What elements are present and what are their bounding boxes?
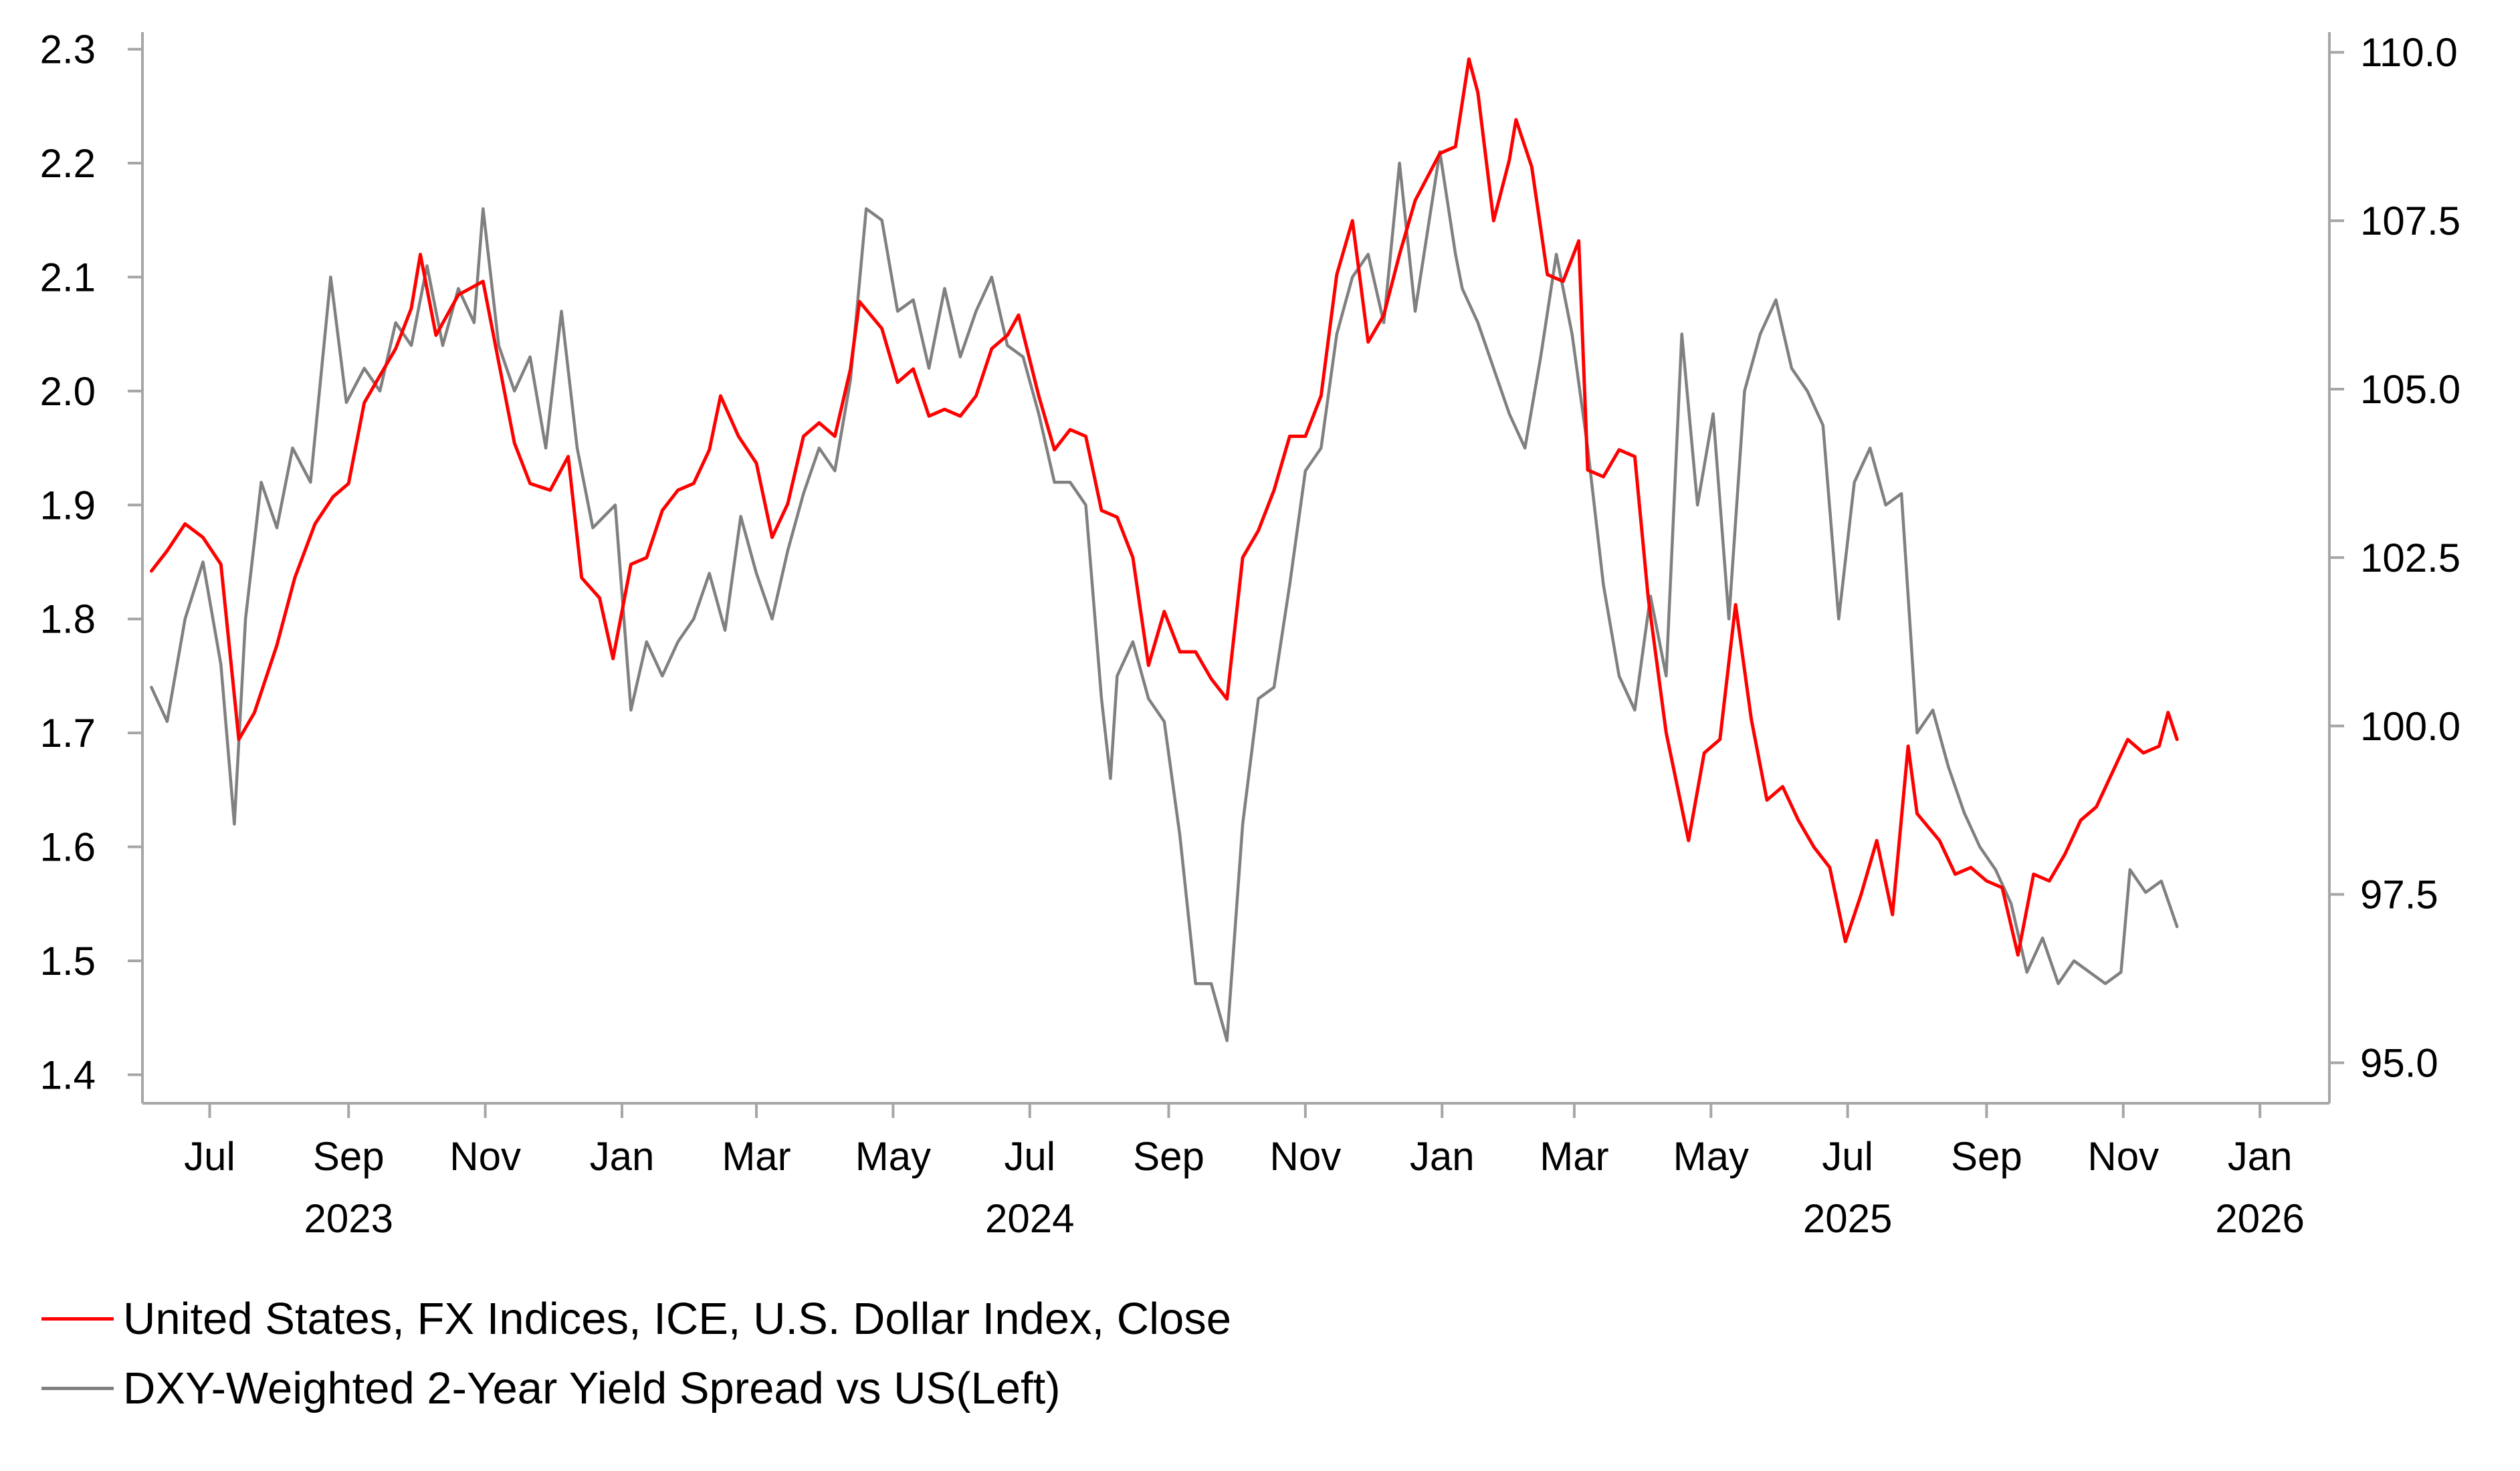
y-left-tick-label: 1.7 bbox=[40, 711, 96, 756]
x-tick-label: Nov bbox=[2087, 1134, 2159, 1179]
y-right-tick-label: 97.5 bbox=[2360, 873, 2438, 917]
legend-label-yield-spread: DXY-Weighted 2-Year Yield Spread vs US(L… bbox=[123, 1363, 1061, 1413]
x-tick-label: Jul bbox=[1004, 1134, 1055, 1179]
y-left-tick-label: 1.4 bbox=[40, 1052, 96, 1097]
y-left-tick-label: 2.0 bbox=[40, 369, 96, 414]
x-year-label: 2026 bbox=[2215, 1196, 2304, 1241]
x-year-label: 2023 bbox=[304, 1196, 393, 1241]
y-left-tick-label: 1.8 bbox=[40, 597, 96, 642]
x-tick-label: Mar bbox=[722, 1134, 791, 1179]
x-tick-label: Jan bbox=[2228, 1134, 2293, 1179]
legend-label-usd-index: United States, FX Indices, ICE, U.S. Dol… bbox=[123, 1293, 1232, 1344]
x-tick-label: May bbox=[1673, 1134, 1749, 1179]
series-layer bbox=[149, 57, 2179, 1042]
x-tick-label: Jul bbox=[1822, 1134, 1873, 1179]
legend-swatch-gray bbox=[41, 1386, 114, 1390]
x-tick-label: Jul bbox=[184, 1134, 235, 1179]
chart-canvas: 1.4 1.5 1.6 1.7 1.8 1.9 2.0 2.1 2.2 2.3 95.0 97.5 10… bbox=[40, 27, 2461, 1241]
y-right-tick-label: 95.0 bbox=[2360, 1041, 2438, 1086]
legend-item-yield-spread: DXY-Weighted 2-Year Yield Spread vs US(L… bbox=[41, 1353, 1231, 1423]
y-right-tick-label: 102.5 bbox=[2360, 536, 2460, 580]
y-right-tick-label: 105.0 bbox=[2360, 367, 2460, 412]
y-left-tick-label: 2.3 bbox=[40, 27, 96, 72]
x-tick-label: Sep bbox=[1951, 1134, 2022, 1179]
legend-item-usd-index: United States, FX Indices, ICE, U.S. Dol… bbox=[41, 1284, 1231, 1353]
y-right-tick-label: 110.0 bbox=[2360, 30, 2458, 75]
y-left-tick-label: 2.2 bbox=[40, 141, 96, 186]
x-tick-label: Sep bbox=[1133, 1134, 1204, 1179]
y-left-tick-label: 1.9 bbox=[40, 483, 96, 528]
y-left-tick-label: 1.6 bbox=[40, 825, 96, 870]
y-left-tick-label: 2.1 bbox=[40, 255, 96, 300]
y-right-tick-label: 100.0 bbox=[2360, 704, 2460, 749]
y-right-tick-label: 107.5 bbox=[2360, 199, 2460, 243]
x-tick-label: Nov bbox=[1270, 1134, 1342, 1179]
legend: United States, FX Indices, ICE, U.S. Dol… bbox=[41, 1284, 1231, 1423]
ticks-layer: 1.4 1.5 1.6 1.7 1.8 1.9 2.0 2.1 2.2 2.3 95.0 97.5 10… bbox=[40, 27, 2461, 1241]
legend-swatch-red bbox=[41, 1317, 114, 1321]
x-tick-label: May bbox=[855, 1134, 931, 1179]
x-tick-label: Jan bbox=[590, 1134, 655, 1179]
x-tick-label: Nov bbox=[449, 1134, 521, 1179]
x-tick-label: Sep bbox=[313, 1134, 385, 1179]
series-line-usd-index bbox=[149, 57, 2179, 957]
x-year-label: 2025 bbox=[1803, 1196, 1892, 1241]
axes-layer bbox=[141, 32, 2331, 1105]
y-left-tick-label: 1.5 bbox=[40, 939, 96, 984]
series-line-yield-spread bbox=[150, 150, 2179, 1042]
x-year-label: 2024 bbox=[985, 1196, 1074, 1241]
x-tick-label: Mar bbox=[1540, 1134, 1608, 1179]
x-tick-label: Jan bbox=[1410, 1134, 1475, 1179]
